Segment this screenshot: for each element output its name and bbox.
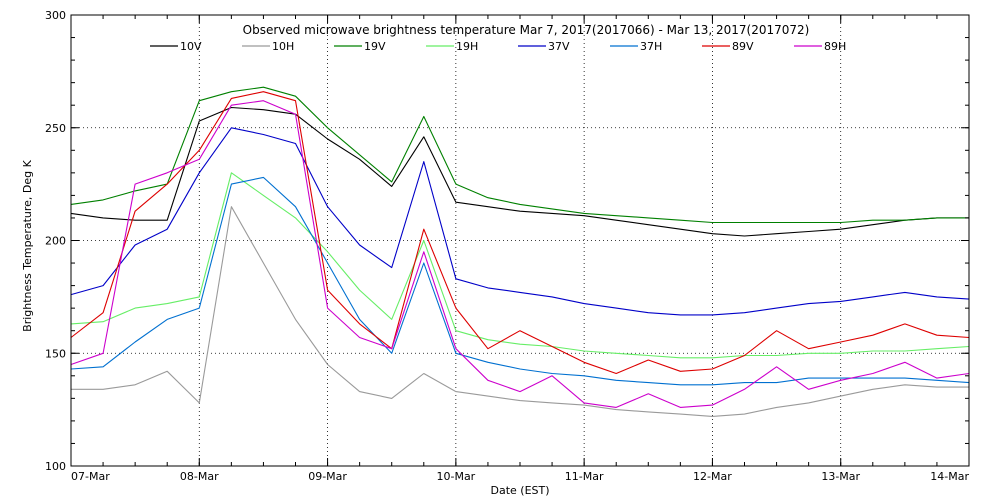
series-lines	[70, 86, 970, 417]
series-line-89h	[70, 100, 970, 408]
x-tick-label: 13-Mar	[821, 470, 860, 483]
y-tick-label: 150	[45, 347, 66, 360]
legend-label-37v: 37V	[548, 40, 570, 53]
x-tick-label: 14-Mar	[930, 470, 969, 483]
chart-title: Observed microwave brightness temperatur…	[243, 23, 810, 37]
x-tick-label: 08-Mar	[180, 470, 219, 483]
y-tick-label: 100	[45, 460, 66, 473]
legend-label-10h: 10H	[272, 40, 294, 53]
legend-label-19v: 19V	[364, 40, 386, 53]
x-tick-label: 09-Mar	[308, 470, 347, 483]
x-axis-label: Date (EST)	[490, 484, 549, 497]
legend-label-10v: 10V	[180, 40, 202, 53]
legend-label-89h: 89H	[824, 40, 846, 53]
legend-label-89v: 89V	[732, 40, 754, 53]
series-line-89v	[70, 91, 970, 375]
series-line-37v	[70, 127, 970, 316]
series-line-10v	[70, 106, 969, 237]
x-tick-label: 07-Mar	[71, 470, 110, 483]
series-line-10h	[71, 206, 969, 417]
x-tick-label: 10-Mar	[436, 470, 475, 483]
series-line-19v	[70, 86, 969, 224]
legend: 10V 10H 19V 19H 37V 37H 89V 89H	[150, 40, 846, 53]
x-tick-label: 11-Mar	[565, 470, 604, 483]
y-axis-label: Brightness Temperature, Deg K	[21, 159, 34, 331]
series-line-37h	[70, 176, 970, 386]
y-tick-label: 300	[45, 9, 66, 22]
grid-lines	[71, 15, 969, 466]
y-tick-label: 250	[45, 122, 66, 135]
y-tick-label: 200	[45, 235, 66, 248]
x-tick-label: 12-Mar	[693, 470, 732, 483]
axis-ticks: 100 150 200 250 300 07-Mar 08-Mar 09-Mar 10-Mar 1…	[45, 9, 970, 483]
series-line-19h	[70, 172, 970, 359]
legend-label-37h: 37H	[640, 40, 662, 53]
legend-label-19h: 19H	[456, 40, 478, 53]
